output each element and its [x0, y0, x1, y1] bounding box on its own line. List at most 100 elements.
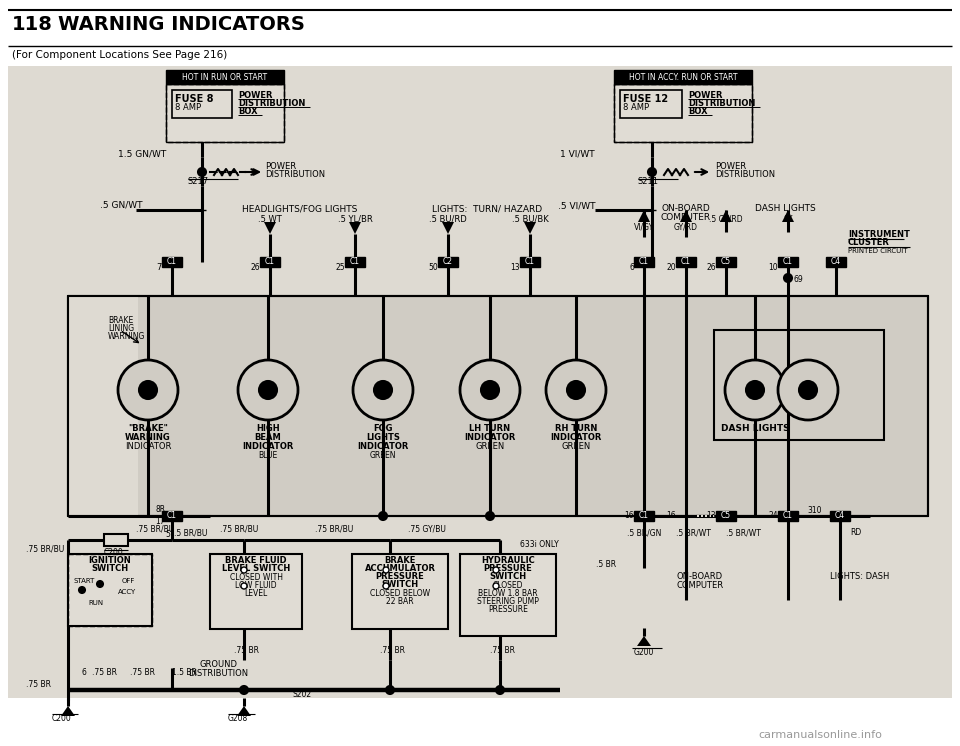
- Circle shape: [241, 567, 247, 573]
- Text: SWITCH: SWITCH: [91, 564, 129, 573]
- Text: 50: 50: [428, 263, 438, 272]
- Text: .5: .5: [640, 215, 648, 224]
- Text: LH TURN: LH TURN: [469, 424, 511, 433]
- Text: 10: 10: [768, 263, 778, 272]
- Text: .5 YL/BR: .5 YL/BR: [338, 215, 372, 224]
- Text: PRESSURE: PRESSURE: [375, 572, 424, 581]
- Text: "BRAKE": "BRAKE": [128, 424, 168, 433]
- Text: RD: RD: [851, 528, 862, 537]
- Text: .5 VI/WT: .5 VI/WT: [558, 201, 595, 210]
- Text: C4: C4: [831, 257, 841, 266]
- Text: 17: 17: [156, 516, 165, 525]
- Text: BEAM: BEAM: [254, 433, 281, 442]
- Polygon shape: [61, 706, 75, 716]
- Text: CLOSED BELOW: CLOSED BELOW: [370, 589, 430, 598]
- Bar: [716, 257, 736, 267]
- Text: CLOSED: CLOSED: [492, 581, 523, 590]
- Text: .75 BR: .75 BR: [380, 646, 405, 655]
- Text: .5 BR/BU: .5 BR/BU: [174, 528, 207, 537]
- Text: 1.5 BR: 1.5 BR: [172, 668, 197, 677]
- Text: POWER: POWER: [688, 91, 723, 100]
- Circle shape: [386, 686, 394, 694]
- Bar: [520, 257, 540, 267]
- Text: INDICATOR: INDICATOR: [357, 442, 409, 451]
- Text: .75 BR: .75 BR: [490, 646, 515, 655]
- Text: HOT IN ACCY. RUN OR START: HOT IN ACCY. RUN OR START: [629, 72, 737, 81]
- Text: START: START: [74, 578, 95, 584]
- Bar: [68, 554, 152, 626]
- Text: C1: C1: [783, 257, 793, 266]
- Bar: [716, 511, 736, 521]
- Text: .75 BR: .75 BR: [26, 680, 51, 689]
- Bar: [438, 257, 458, 267]
- Text: STEERING PUMP: STEERING PUMP: [477, 597, 539, 606]
- Circle shape: [746, 381, 764, 399]
- Text: C1: C1: [167, 512, 177, 521]
- Text: G200: G200: [634, 648, 654, 657]
- Bar: [620, 90, 682, 118]
- Bar: [634, 257, 654, 267]
- Circle shape: [198, 168, 206, 176]
- Text: 310: 310: [807, 506, 822, 515]
- Text: DISTRIBUTION: DISTRIBUTION: [238, 99, 305, 108]
- Text: VI/GY: VI/GY: [634, 222, 654, 231]
- Text: HIGH: HIGH: [256, 424, 279, 433]
- Bar: [634, 511, 654, 521]
- Text: COMPUTER: COMPUTER: [677, 581, 724, 590]
- Polygon shape: [638, 210, 650, 222]
- Text: DISTRIBUTION: DISTRIBUTION: [265, 170, 325, 179]
- Text: IGNITION: IGNITION: [88, 556, 132, 565]
- Bar: [830, 511, 850, 521]
- Bar: [162, 257, 182, 267]
- Text: C200: C200: [52, 714, 72, 723]
- Bar: [166, 70, 284, 84]
- Circle shape: [383, 583, 389, 589]
- Circle shape: [493, 583, 499, 589]
- Polygon shape: [637, 636, 651, 646]
- Text: GREEN: GREEN: [370, 451, 396, 460]
- Circle shape: [97, 581, 103, 587]
- Text: CLOSED WITH: CLOSED WITH: [229, 573, 282, 582]
- Text: .75 BR/BU: .75 BR/BU: [136, 524, 175, 533]
- Text: 6: 6: [82, 668, 86, 677]
- Bar: [778, 511, 798, 521]
- Bar: [68, 296, 138, 516]
- Bar: [614, 84, 752, 142]
- Text: GREEN: GREEN: [562, 442, 590, 451]
- Text: .75 BR: .75 BR: [130, 668, 155, 677]
- Text: BRAKE: BRAKE: [384, 556, 416, 565]
- Circle shape: [383, 567, 389, 573]
- Text: 16: 16: [666, 512, 676, 521]
- Text: LOW FLUID: LOW FLUID: [235, 581, 276, 590]
- Text: COMPUTER: COMPUTER: [660, 213, 711, 222]
- Text: DASH LIGHTS: DASH LIGHTS: [721, 424, 789, 433]
- Circle shape: [374, 381, 392, 399]
- Text: 1 VI/WT: 1 VI/WT: [560, 149, 594, 158]
- Bar: [352, 554, 448, 629]
- Bar: [713, 515, 715, 517]
- Text: PRESSURE: PRESSURE: [488, 605, 528, 614]
- Text: .5 GN/WT: .5 GN/WT: [100, 201, 142, 210]
- Text: C4: C4: [835, 512, 845, 521]
- Text: 22 BAR: 22 BAR: [386, 597, 414, 606]
- Bar: [68, 554, 152, 626]
- Text: .75 BR/BU: .75 BR/BU: [315, 524, 353, 533]
- Circle shape: [118, 360, 178, 420]
- Bar: [172, 90, 232, 118]
- Text: BELOW 1.8 BAR: BELOW 1.8 BAR: [478, 589, 538, 598]
- Text: WARNING INDICATORS: WARNING INDICATORS: [58, 15, 305, 34]
- Text: C5: C5: [721, 257, 732, 266]
- Text: INDICATOR: INDICATOR: [550, 433, 602, 442]
- Text: GROUND: GROUND: [199, 660, 237, 669]
- Text: RUN: RUN: [88, 600, 103, 606]
- Text: 24: 24: [768, 512, 778, 521]
- Circle shape: [79, 587, 85, 593]
- Text: FUSE 12: FUSE 12: [623, 94, 668, 104]
- Circle shape: [567, 381, 585, 399]
- Text: .5 BU/RD: .5 BU/RD: [429, 215, 467, 224]
- Circle shape: [493, 567, 499, 573]
- Text: 118: 118: [12, 15, 53, 34]
- Text: DISTRIBUTION: DISTRIBUTION: [688, 99, 756, 108]
- Circle shape: [486, 512, 494, 520]
- Polygon shape: [720, 210, 732, 222]
